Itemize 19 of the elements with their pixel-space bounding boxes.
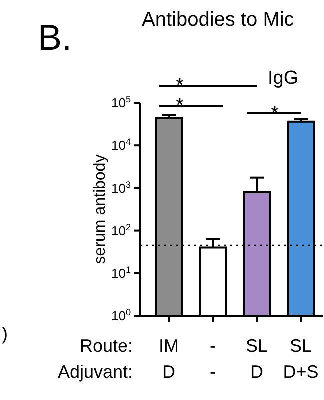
y-tick-label: 10$^{3}$ — [111, 180, 131, 196]
x-tick-label: SL D+S — [283, 336, 319, 382]
chart-title: Antibodies to Mic — [142, 9, 294, 31]
text: Adjuvant: — [58, 362, 133, 382]
y-axis-title: serum antibody — [92, 154, 109, 264]
y-tick-label: 10$^{5}$ — [111, 94, 131, 111]
y-tick-label: 10$^{1}$ — [111, 264, 131, 281]
y-tick-label: 10$^{2}$ — [111, 222, 131, 238]
annotation: * — [176, 95, 184, 117]
x-tick-label: - - — [210, 336, 216, 382]
chart-subtitle: IgG — [268, 68, 299, 89]
text: ) — [2, 324, 8, 344]
y-tick-label: 10$^{4}$ — [111, 137, 131, 154]
x-tick-label: SL D — [246, 336, 268, 382]
text: * — [176, 75, 184, 97]
text: Route: — [80, 336, 133, 356]
text: B. — [38, 17, 72, 58]
x-tick-label: IM D — [159, 336, 179, 382]
y-tick-label: 10$^{0}$ — [111, 308, 131, 324]
